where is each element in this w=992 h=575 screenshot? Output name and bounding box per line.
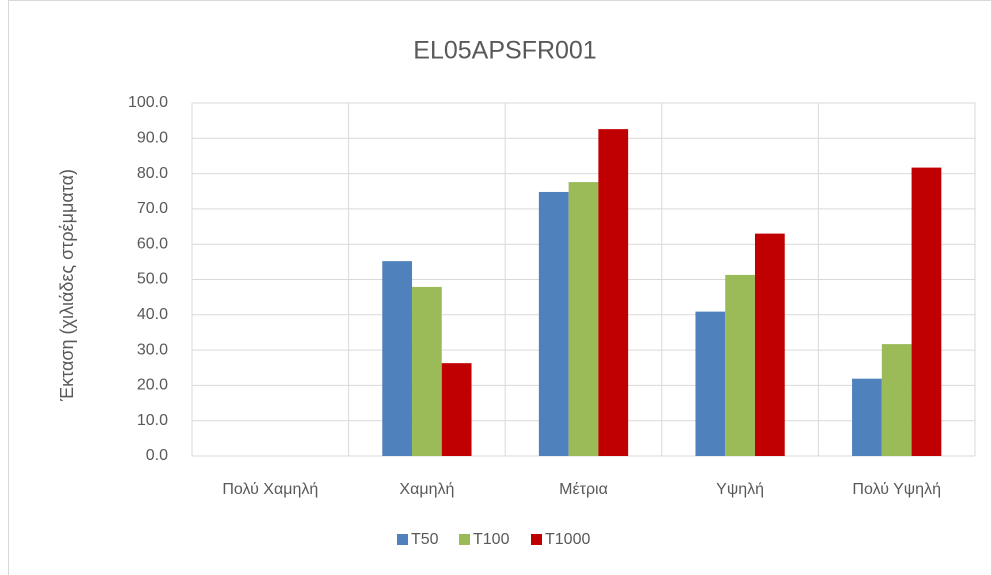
legend-label: T50 bbox=[411, 531, 439, 548]
legend-label: T100 bbox=[473, 531, 510, 548]
legend-label: T1000 bbox=[545, 531, 590, 548]
y-tick-label: 20.0 bbox=[137, 377, 168, 394]
bar bbox=[598, 129, 629, 456]
y-tick-label: 40.0 bbox=[137, 306, 168, 323]
bar bbox=[412, 286, 442, 456]
y-tick-label: 0.0 bbox=[146, 447, 168, 464]
bar bbox=[441, 363, 472, 456]
bar bbox=[695, 311, 726, 456]
bar bbox=[881, 344, 912, 456]
bar bbox=[911, 167, 942, 456]
bar bbox=[725, 274, 755, 456]
y-tick-label: 70.0 bbox=[137, 200, 168, 217]
y-tick-label: 90.0 bbox=[137, 130, 168, 147]
y-tick-label: 50.0 bbox=[137, 271, 168, 288]
x-tick-label: Υψηλή bbox=[716, 481, 764, 498]
x-tick-label: Πολύ Χαμηλή bbox=[222, 481, 318, 498]
legend-swatch bbox=[531, 534, 542, 545]
y-tick-label: 30.0 bbox=[137, 341, 168, 358]
y-tick-label: 100.0 bbox=[128, 94, 168, 111]
chart-frame bbox=[8, 0, 992, 575]
y-tick-label: 10.0 bbox=[137, 412, 168, 429]
bar bbox=[754, 233, 785, 456]
bar bbox=[382, 261, 413, 456]
y-tick-label: 60.0 bbox=[137, 235, 168, 252]
x-tick-label: Χαμηλή bbox=[399, 481, 454, 498]
y-axis-label: Έκταση (χιλιάδες στρέμματα) bbox=[57, 169, 77, 402]
legend-swatch bbox=[459, 534, 470, 545]
bar bbox=[568, 182, 599, 456]
x-tick-label: Πολύ Υψηλή bbox=[852, 481, 941, 498]
bar bbox=[538, 191, 569, 456]
y-tick-label: 80.0 bbox=[137, 165, 168, 182]
chart-title: EL05APSFR001 bbox=[413, 37, 596, 65]
bar bbox=[852, 378, 882, 456]
legend-swatch bbox=[397, 534, 408, 545]
x-tick-label: Μέτρια bbox=[559, 481, 608, 498]
